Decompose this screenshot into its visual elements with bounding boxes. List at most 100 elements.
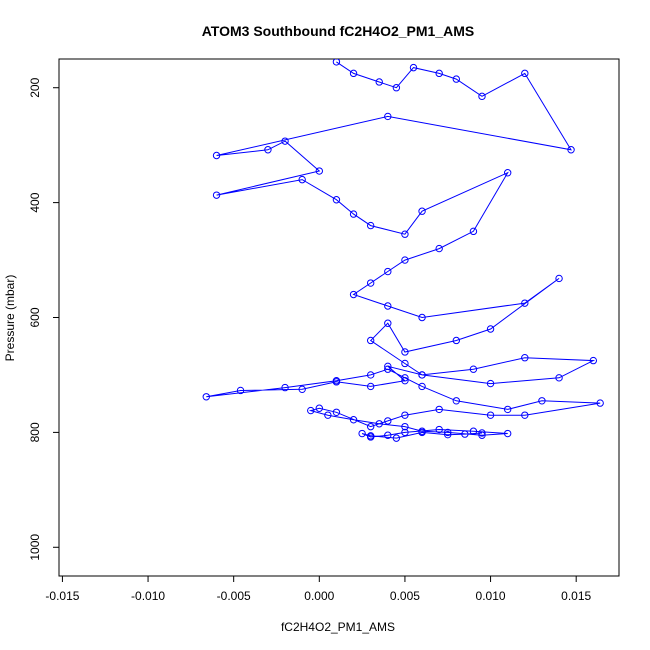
data-point	[521, 411, 529, 419]
data-point	[307, 406, 315, 415]
data-point	[409, 63, 418, 72]
data-point	[461, 430, 469, 438]
data-point	[366, 371, 375, 379]
data-point	[298, 385, 306, 394]
data-point	[401, 428, 409, 437]
data-point	[503, 169, 512, 177]
data-point	[384, 319, 392, 327]
data-point	[589, 356, 598, 365]
data-point	[555, 274, 563, 283]
data-point	[384, 362, 392, 371]
data-point	[401, 376, 409, 385]
data-point	[444, 430, 452, 439]
y-tick-label: 800	[28, 422, 42, 442]
x-tick-label: 0.015	[561, 589, 591, 603]
data-point	[384, 417, 392, 425]
chart-title: ATOM3 Southbound fC2H4O2_PM1_AMS	[202, 23, 475, 39]
data-point	[418, 207, 426, 215]
data-point	[521, 69, 529, 78]
data-point	[596, 399, 604, 407]
data-point	[486, 379, 495, 388]
data-point	[384, 431, 392, 439]
data-point	[332, 59, 341, 66]
data-point	[349, 416, 358, 424]
x-tick-label: -0.015	[45, 589, 79, 603]
x-tick-label: -0.010	[131, 589, 165, 603]
data-point	[375, 78, 383, 86]
data-point	[366, 221, 375, 230]
data-point	[401, 411, 409, 419]
data-point	[435, 244, 443, 253]
data-point	[298, 175, 306, 184]
data-point	[401, 256, 409, 264]
data-point	[366, 279, 375, 287]
data-point	[392, 84, 401, 92]
x-axis-label: fC2H4O2_PM1_AMS	[281, 620, 395, 634]
data-point	[555, 374, 563, 382]
data-point	[332, 408, 341, 416]
data-point	[392, 434, 401, 442]
plot-frame	[58, 58, 620, 577]
data-point	[444, 428, 452, 437]
data-point	[521, 354, 529, 362]
data-point	[324, 411, 332, 419]
data-point	[366, 432, 375, 440]
data-point	[452, 397, 461, 405]
x-tick-label: 0.010	[476, 589, 506, 603]
data-point	[401, 348, 409, 356]
x-tick-label: 0.000	[304, 589, 334, 603]
data-point	[452, 336, 461, 345]
data-point	[384, 365, 392, 373]
y-tick-label: 600	[28, 307, 42, 327]
x-tick-label: -0.005	[217, 589, 251, 603]
data-point	[401, 374, 409, 382]
y-tick-label: 400	[28, 192, 42, 212]
data-point	[358, 429, 366, 438]
data-point	[418, 382, 426, 391]
data-point	[384, 112, 392, 121]
data-point	[366, 336, 375, 345]
data-point	[315, 167, 324, 175]
data-point	[384, 267, 392, 276]
data-point	[435, 425, 443, 434]
data-point	[469, 427, 478, 435]
data-point	[478, 92, 486, 101]
data-point	[452, 75, 461, 83]
data-point	[503, 405, 512, 414]
data-point	[366, 382, 375, 391]
data-point	[435, 69, 443, 78]
data-point	[349, 69, 358, 78]
data-point	[401, 359, 409, 368]
data-point	[349, 290, 358, 299]
data-point	[469, 227, 478, 236]
data-point	[366, 422, 375, 431]
data-point	[332, 376, 341, 385]
data-point	[418, 313, 426, 322]
data-point	[375, 420, 383, 428]
data-point	[236, 386, 245, 395]
data-point	[418, 371, 426, 379]
data-point	[281, 137, 289, 145]
y-tick-label: 200	[28, 77, 42, 97]
data-point	[264, 146, 272, 154]
data-point	[567, 146, 575, 154]
data-point	[349, 210, 358, 218]
data-point	[212, 151, 221, 160]
data-point	[486, 325, 495, 333]
data-point	[435, 405, 443, 414]
data-point	[401, 422, 409, 431]
y-axis-label: Pressure (mbar)	[3, 275, 17, 362]
data-point	[521, 299, 529, 307]
data-point	[332, 196, 341, 204]
data-point	[478, 431, 486, 439]
data-point	[538, 397, 546, 405]
x-axis: -0.015 -0.010 -0.005 0.000 0.005 0.010 0.015	[45, 575, 592, 603]
y-axis: 200 400 600 800 1000	[28, 77, 60, 561]
x-tick-label: 0.005	[390, 589, 420, 603]
data-point	[486, 411, 495, 419]
series-group	[202, 59, 604, 442]
y-tick-label: 1000	[28, 534, 42, 561]
data-point	[478, 429, 486, 437]
data-point	[418, 428, 426, 437]
